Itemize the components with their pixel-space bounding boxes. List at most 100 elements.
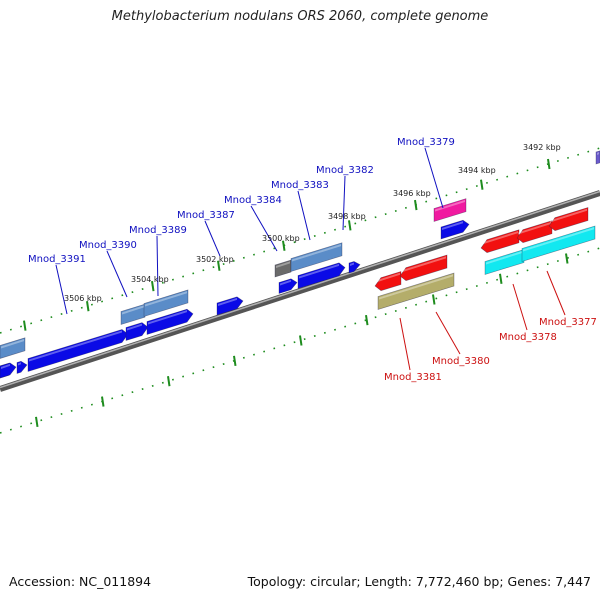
gene-mnod-3390-shine: [127, 323, 142, 331]
gene-steel-3383: [290, 242, 343, 272]
kbp-label-3504: 3504 kbp: [131, 275, 169, 284]
kbp-label-3502: 3502 kbp: [196, 255, 234, 264]
gene-steel-left-shine: [1, 339, 24, 349]
gene-mnod-3379: [433, 198, 467, 222]
kbp-label-3506: 3506 kbp: [64, 294, 102, 303]
gene-label-mnod-3391: Mnod_3391: [28, 254, 86, 265]
major-tick-inner: [167, 376, 171, 387]
genome-backbone: [0, 190, 600, 392]
gene-blue-left-b: [16, 360, 28, 374]
major-tick-outer: [217, 260, 221, 271]
gene-label-mnod-3382: Mnod_3382: [316, 165, 374, 176]
gene-mnod-3387-body: [216, 296, 244, 316]
map-title: Methylobacterium nodulans ORS 2060, comp…: [111, 9, 489, 24]
gene-gray-3384-shine: [276, 261, 290, 268]
major-tick-inner: [35, 416, 39, 428]
gene-label-mnod-3387: Mnod_3387: [177, 210, 235, 221]
gene-red-3380a: [374, 271, 402, 291]
gene-steel-left: [0, 337, 26, 359]
major-tick-inner: [499, 273, 503, 284]
gene-steel-3383-body: [290, 242, 343, 272]
gene-purple-edge-shine: [597, 152, 599, 155]
kbp-label-3492: 3492 kbp: [523, 143, 561, 152]
gene-red-3380b-shine: [401, 256, 446, 273]
gene-mnod-3377-body: [521, 225, 596, 262]
gene-gray-3384: [274, 259, 292, 278]
gene-small-3382-shine: [350, 262, 354, 266]
gene-blue-left-b-shine: [18, 362, 21, 366]
label-leaders: [55, 147, 566, 371]
gene-red-3378b: [516, 220, 553, 243]
gene-red-3378b-shine: [518, 222, 551, 235]
gene-red-3380b-body: [399, 254, 448, 281]
topology-summary: Topology: circular; Length: 7,772,460 bp…: [247, 574, 591, 589]
gene-steel-3389-body: [143, 289, 189, 317]
gene-steel-left-body: [0, 337, 26, 359]
gene-mnod-3381: [377, 272, 455, 310]
gene-label-mnod-3377: Mnod_3377: [539, 317, 597, 328]
gene-mnod-3379-body: [433, 198, 467, 222]
gene-mnod-3383-body: [297, 262, 346, 289]
gene-gray-3384-body: [274, 259, 292, 278]
gene-red-3378a-shine: [482, 231, 518, 245]
gene-red-3380a-shine: [376, 272, 400, 283]
gene-mnod-3379-blue-shine: [442, 221, 463, 230]
gene-mnod-3390-body: [125, 322, 149, 341]
leader-mnod-3380: [435, 311, 461, 355]
kbp-label-3500: 3500 kbp: [262, 234, 300, 243]
leader-mnod-3387: [204, 220, 221, 257]
gene-mnod-3377: [521, 225, 596, 262]
kbp-label-3496: 3496 kbp: [393, 189, 431, 198]
gene-steel-3390-body: [120, 303, 146, 325]
gene-mnod-3391-body: [27, 329, 129, 372]
major-tick-outer: [23, 320, 27, 331]
gene-mnod-3381-body: [377, 272, 455, 310]
gene-mnod-3384: [278, 278, 298, 294]
gene-red-3377-shine: [550, 208, 587, 223]
leader-mnod-3377: [546, 270, 566, 316]
gene-purple-edge-body: [595, 150, 600, 165]
gene-label-mnod-3381: Mnod_3381: [384, 372, 442, 383]
gene-red-3380a-body: [374, 271, 402, 291]
gene-blue-edge-shine: [1, 363, 10, 369]
major-tick-outer: [480, 179, 484, 190]
gene-red-3377-body: [548, 207, 589, 231]
gene-label-mnod-3390: Mnod_3390: [79, 240, 137, 251]
reverse-gene-labels: Mnod_3377 Mnod_3378 Mnod_3380 Mnod_3381: [384, 317, 597, 383]
gene-mnod-3378: [484, 249, 525, 275]
gene-purple-edge: [595, 150, 600, 165]
gene-label-mnod-3380: Mnod_3380: [432, 356, 490, 367]
major-tick-inner: [365, 315, 369, 326]
major-tick-inner: [233, 355, 237, 366]
major-tick-outer: [348, 220, 352, 231]
gene-mnod-3387: [216, 296, 244, 316]
gene-mnod-3378-shine: [486, 250, 523, 265]
forward-gene-labels: Mnod_3379 Mnod_3382 Mnod_3383 Mnod_3384 …: [28, 137, 455, 265]
gene-steel-3389-shine: [145, 291, 187, 307]
gene-steel-3390: [120, 303, 146, 325]
leader-mnod-3382: [342, 175, 346, 231]
gene-mnod-3379-shine: [435, 199, 465, 212]
gene-label-mnod-3379: Mnod_3379: [397, 137, 455, 148]
major-tick-inner: [565, 253, 569, 264]
leader-mnod-3389: [156, 235, 159, 297]
gene-mnod-3389-body-body: [146, 308, 194, 335]
kbp-label-3494: 3494 kbp: [458, 166, 496, 175]
leader-mnod-3390: [106, 250, 128, 298]
gene-mnod-3384-shine: [280, 279, 291, 286]
gene-steel-3389: [143, 289, 189, 317]
major-tick-outer: [151, 280, 155, 292]
gene-steel-3383-shine: [292, 244, 341, 262]
major-tick-outer: [282, 240, 286, 251]
leader-mnod-3381: [399, 317, 411, 371]
gene-mnod-3389-body-shine: [148, 310, 187, 325]
gene-mnod-3383-body-body: [297, 262, 346, 289]
major-tick-inner: [299, 335, 303, 346]
gene-label-mnod-3383: Mnod_3383: [271, 180, 329, 191]
gene-mnod-3391: [27, 329, 129, 372]
gene-mnod-3383-body-shine: [299, 263, 339, 279]
gene-red-3377: [548, 207, 589, 231]
major-tick-inner: [432, 294, 436, 305]
leader-mnod-3384: [250, 205, 278, 252]
